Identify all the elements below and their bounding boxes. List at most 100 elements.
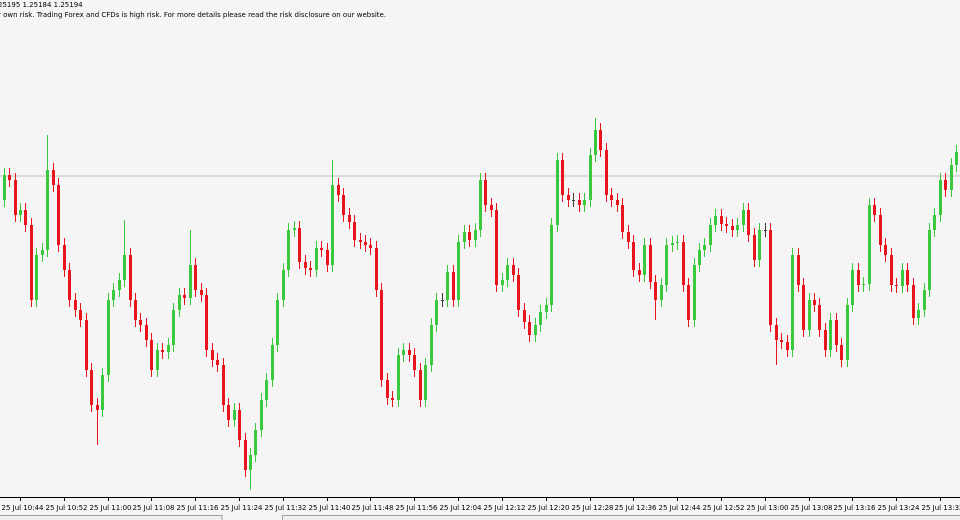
- candle-body: [933, 215, 936, 230]
- candle-body: [676, 242, 679, 243]
- x-tick-label: 25 Jul 13:08: [791, 504, 833, 512]
- candle-body: [359, 240, 362, 242]
- scrollbar[interactable]: [282, 515, 960, 520]
- candle-body: [260, 400, 263, 430]
- candle-body: [873, 205, 876, 215]
- candle-body: [446, 272, 449, 300]
- candle-body: [265, 380, 268, 400]
- candle-body: [879, 215, 882, 245]
- candle-body: [167, 345, 170, 352]
- candle-body: [189, 265, 192, 298]
- candle-body: [660, 285, 663, 300]
- candle-body: [134, 300, 137, 320]
- candle-body: [271, 345, 274, 380]
- candle-body: [172, 310, 175, 345]
- x-tick-label: 25 Jul 12:04: [440, 504, 483, 512]
- candle-body: [304, 262, 307, 268]
- candle-body: [632, 242, 635, 270]
- x-tick-label: 25 Jul 13:32: [922, 504, 960, 512]
- candle-body: [709, 225, 712, 245]
- candle-body: [90, 370, 93, 405]
- x-tick-label: 25 Jul 13:24: [878, 504, 921, 512]
- x-tick-label: 25 Jul 12:28: [572, 504, 614, 512]
- candle-body: [605, 150, 608, 195]
- candle-body: [238, 410, 241, 440]
- candle-body: [331, 185, 334, 265]
- candle-body: [649, 245, 652, 282]
- candle-body: [638, 270, 641, 275]
- x-tick-label: 25 Jul 11:24: [221, 504, 264, 512]
- candle-body: [178, 295, 181, 310]
- candle-body: [523, 310, 526, 322]
- candle-body: [364, 242, 367, 245]
- candle-body: [227, 405, 230, 420]
- candle-body: [254, 430, 257, 455]
- candle-body: [703, 245, 706, 250]
- x-tick-label: 25 Jul 12:52: [703, 504, 745, 512]
- tab[interactable]: [0, 515, 223, 520]
- candle-body: [545, 305, 548, 312]
- candle-body: [441, 300, 444, 301]
- x-tick-label: 25 Jul 13:16: [834, 504, 877, 512]
- candle-body: [775, 325, 778, 340]
- candle-body: [906, 270, 909, 285]
- candle-body: [348, 215, 351, 222]
- candle-body: [901, 270, 904, 286]
- candle-body: [955, 152, 958, 165]
- candle-body: [731, 226, 734, 230]
- candle-body: [85, 320, 88, 370]
- candle-body: [671, 243, 674, 245]
- candle-body: [315, 248, 318, 270]
- candle-body: [665, 245, 668, 285]
- candle-body: [862, 284, 865, 285]
- x-tick-label: 25 Jul 11:16: [177, 504, 220, 512]
- candle-body: [517, 275, 520, 310]
- candle-body: [430, 325, 433, 365]
- candle-body: [490, 205, 493, 210]
- candle-body: [693, 265, 696, 320]
- candle-body: [764, 230, 767, 231]
- candle-body: [413, 355, 416, 370]
- candle-body: [627, 232, 630, 242]
- candle-body: [112, 290, 115, 300]
- candle-body: [244, 440, 247, 470]
- candle-body: [912, 285, 915, 318]
- candle-body: [19, 210, 22, 215]
- candle-body: [567, 195, 570, 200]
- candle-body: [194, 265, 197, 290]
- candle-body: [342, 195, 345, 215]
- candle-body: [698, 250, 701, 265]
- candle-body: [769, 230, 772, 325]
- candle-body: [928, 230, 931, 290]
- candle-body: [79, 310, 82, 320]
- candle-body: [320, 248, 323, 250]
- candle-body: [818, 305, 821, 330]
- candle-body: [326, 250, 329, 265]
- candle-body: [742, 210, 745, 225]
- candle-body: [616, 200, 619, 205]
- candle-body: [435, 300, 438, 325]
- plot-area: [0, 118, 960, 490]
- candle-body: [369, 245, 372, 248]
- candle-body: [123, 255, 126, 280]
- candle-body: [835, 320, 838, 345]
- candle-body: [884, 245, 887, 255]
- candle-body: [687, 285, 690, 320]
- candle-body: [851, 270, 854, 305]
- candle-body: [150, 340, 153, 370]
- x-tick-label: 25 Jul 11:56: [396, 504, 439, 512]
- candle-body: [211, 350, 214, 360]
- candle-body: [391, 398, 394, 400]
- candle-body: [52, 170, 55, 185]
- x-tick-label: 25 Jul 11:00: [90, 504, 132, 512]
- candle-body: [797, 255, 800, 285]
- candle-body: [720, 216, 723, 224]
- candle-body: [30, 225, 33, 300]
- candle-body: [205, 295, 208, 350]
- candle-body: [46, 170, 49, 250]
- candle-body: [24, 210, 27, 225]
- candle-body: [452, 272, 455, 300]
- candle-body: [594, 130, 597, 155]
